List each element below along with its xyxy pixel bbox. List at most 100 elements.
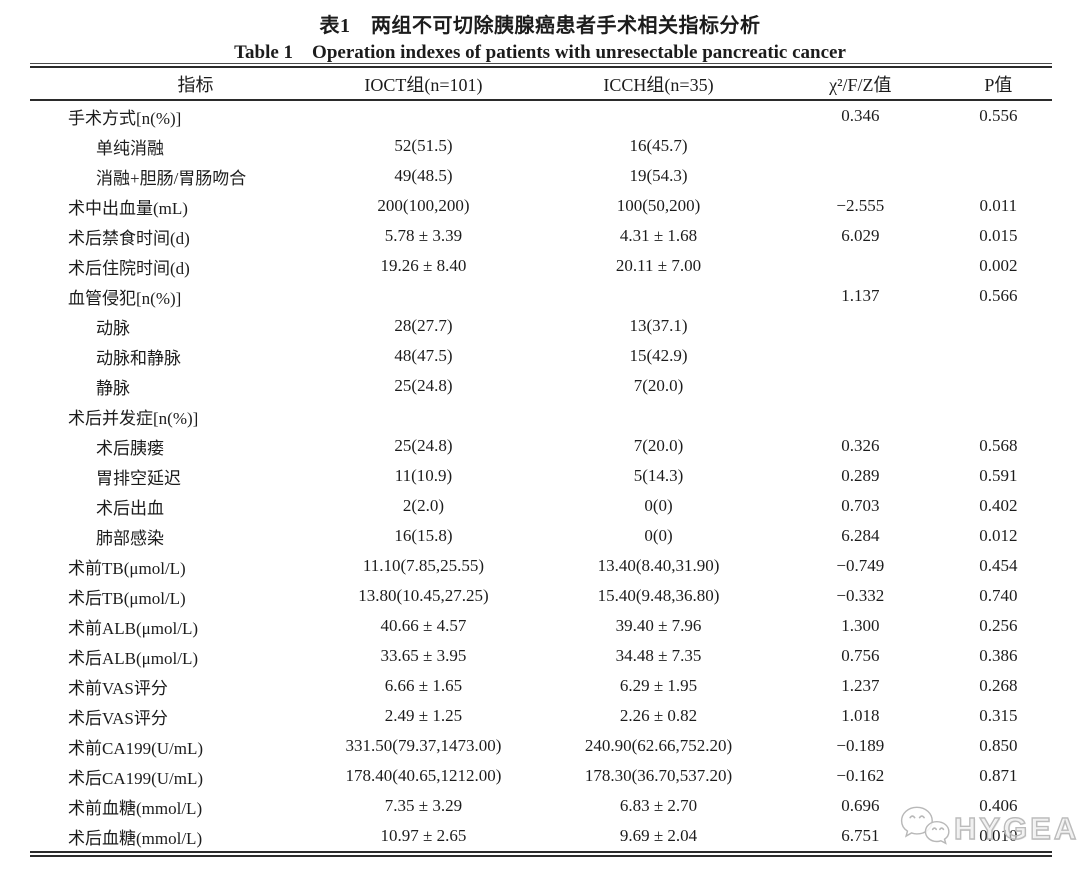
table-row: 术前TB(μmol/L) 11.10(7.85,25.55) 13.40(8.40,…: [30, 551, 1052, 581]
ioct-value: 11(10.9): [394, 466, 453, 485]
ioct-value: [306, 401, 541, 431]
column-header-statistic: χ²/F/Z值: [776, 67, 945, 101]
ioct-value: 11.10(7.85,25.55): [362, 556, 485, 575]
row-label: 术前VAS评分: [68, 678, 168, 698]
p-value: 0.556: [979, 106, 1018, 125]
p-value: 0.871: [979, 766, 1018, 785]
icch-value: 6.29 ± 1.95: [619, 676, 698, 695]
ioct-value: 49(48.5): [394, 166, 453, 185]
ioct-value: 33.65 ± 3.95: [380, 646, 467, 665]
table-row: 术前血糖(mmol/L) 7.35 ± 3.29 6.83 ± 2.70 0.696 0…: [30, 791, 1052, 821]
table-row: 术后血糖(mmol/L) 10.97 ± 2.65 9.69 ± 2.04 6.751…: [30, 821, 1052, 852]
icch-value: 7(20.0): [633, 436, 684, 455]
icch-value: 39.40 ± 7.96: [615, 616, 702, 635]
p-value: 0.406: [979, 796, 1018, 815]
statistic-value: −2.555: [836, 196, 885, 215]
row-label: 术后ALB(μmol/L): [68, 648, 198, 668]
table-row: 术后ALB(μmol/L) 33.65 ± 3.95 34.48 ± 7.35 0.7…: [30, 641, 1052, 671]
column-header-p-value: P值: [944, 67, 1052, 101]
table-body: 手术方式[n(%)] 0.346 0.556 单纯消融 52(51.5) 16(45.7)…: [30, 100, 1052, 852]
table-title-chinese: 表1 两组不可切除胰腺癌患者手术相关指标分析: [319, 15, 761, 37]
row-label: 术前ALB(μmol/L): [68, 618, 198, 638]
statistic-value: [776, 401, 945, 431]
p-value: 0.850: [979, 736, 1018, 755]
ioct-value: [306, 281, 541, 311]
icch-value: 6.83 ± 2.70: [619, 796, 698, 815]
table-row: 术后住院时间(d) 19.26 ± 8.40 20.11 ± 7.00 0.002: [30, 251, 1052, 281]
icch-value: 16(45.7): [629, 136, 688, 155]
p-value: [945, 401, 1052, 431]
p-value: 0.454: [979, 556, 1018, 575]
p-value: 0.011: [979, 196, 1018, 215]
ioct-value: 7.35 ± 3.29: [384, 796, 463, 815]
ioct-value: 2.49 ± 1.25: [384, 706, 463, 725]
ioct-value: 25(24.8): [394, 436, 453, 455]
icch-value: 34.48 ± 7.35: [615, 646, 702, 665]
statistic-value: 6.284: [841, 526, 880, 545]
icch-value: [541, 100, 776, 131]
table-row: 术中出血量(mL) 200(100,200) 100(50,200) −2.555 0.…: [30, 191, 1052, 221]
p-value: [945, 371, 1052, 401]
table-row: 术后出血 2(2.0) 0(0) 0.703 0.402: [30, 491, 1052, 521]
row-label: 术后TB(μmol/L): [68, 588, 186, 608]
icch-value: 13(37.1): [629, 316, 688, 335]
statistic-value: 1.300: [841, 616, 880, 635]
row-label: 术后VAS评分: [68, 708, 168, 728]
row-label: 术后血糖(mmol/L): [68, 828, 203, 848]
table-row: 动脉和静脉 48(47.5) 15(42.9): [30, 341, 1052, 371]
icch-value: 4.31 ± 1.68: [619, 226, 698, 245]
icch-value: 2.26 ± 0.82: [619, 706, 698, 725]
table-row: 肺部感染 16(15.8) 0(0) 6.284 0.012: [30, 521, 1052, 551]
row-label: 术后胰瘘: [96, 438, 164, 458]
statistic-value: 6.751: [841, 826, 880, 845]
table-row: 术后并发症[n(%)]: [30, 401, 1052, 431]
table-header: 指标 IOCT组(n=101) ICCH组(n=35) χ²/F/Z值 P值: [30, 67, 1052, 101]
statistic-value: 0.756: [841, 646, 880, 665]
statistic-value: 1.237: [841, 676, 880, 695]
row-label: 肺部感染: [96, 528, 164, 548]
statistic-value: 0.703: [841, 496, 880, 515]
row-label: 动脉: [96, 318, 130, 338]
row-label: 术前CA199(U/mL): [68, 738, 204, 758]
icch-value: 5(14.3): [633, 466, 684, 485]
icch-value: 100(50,200): [616, 196, 701, 215]
table-row: 术后胰瘘 25(24.8) 7(20.0) 0.326 0.568: [30, 431, 1052, 461]
row-label: 动脉和静脉: [96, 348, 181, 368]
p-value: 0.002: [979, 256, 1018, 275]
statistic-value: [776, 251, 945, 281]
table-row: 术前CA199(U/mL) 331.50(79.37,1473.00) 240.90…: [30, 731, 1052, 761]
ioct-value: 178.40(40.65,1212.00): [345, 766, 502, 785]
p-value: [945, 161, 1052, 191]
ioct-value: 52(51.5): [394, 136, 453, 155]
row-label: 胃排空延迟: [96, 468, 181, 488]
p-value: 0.015: [979, 226, 1018, 245]
row-label: 术后禁食时间(d): [68, 228, 190, 248]
table-row: 术后VAS评分 2.49 ± 1.25 2.26 ± 0.82 1.018 0.315: [30, 701, 1052, 731]
table-row: 消融+胆肠/胃肠吻合 49(48.5) 19(54.3): [30, 161, 1052, 191]
table-row: 血管侵犯[n(%)] 1.137 0.566: [30, 281, 1052, 311]
statistic-value: [776, 341, 945, 371]
p-value: 0.012: [979, 526, 1018, 545]
ioct-value: 25(24.8): [394, 376, 453, 395]
table-row: 胃排空延迟 11(10.9) 5(14.3) 0.289 0.591: [30, 461, 1052, 491]
p-value: 0.386: [979, 646, 1018, 665]
ioct-value: 19.26 ± 8.40: [380, 256, 467, 275]
statistic-value: 0.696: [841, 796, 880, 815]
row-label: 术前TB(μmol/L): [68, 558, 186, 578]
row-label: 血管侵犯[n(%)]: [68, 288, 182, 308]
statistic-value: 0.346: [841, 106, 880, 125]
table-row: 动脉 28(27.7) 13(37.1): [30, 311, 1052, 341]
statistic-value: [776, 371, 945, 401]
table-row: 术前ALB(μmol/L) 40.66 ± 4.57 39.40 ± 7.96 1.3…: [30, 611, 1052, 641]
icch-value: 0(0): [644, 526, 673, 545]
icch-value: 0(0): [644, 496, 673, 515]
ioct-value: 28(27.7): [394, 316, 453, 335]
row-label: 术中出血量(mL): [68, 198, 188, 218]
p-value: 0.256: [979, 616, 1018, 635]
p-value: 0.402: [979, 496, 1018, 515]
row-label: 术后CA199(U/mL): [68, 768, 204, 788]
p-value: [945, 311, 1052, 341]
table-row: 单纯消融 52(51.5) 16(45.7): [30, 131, 1052, 161]
row-label: 静脉: [96, 378, 130, 398]
